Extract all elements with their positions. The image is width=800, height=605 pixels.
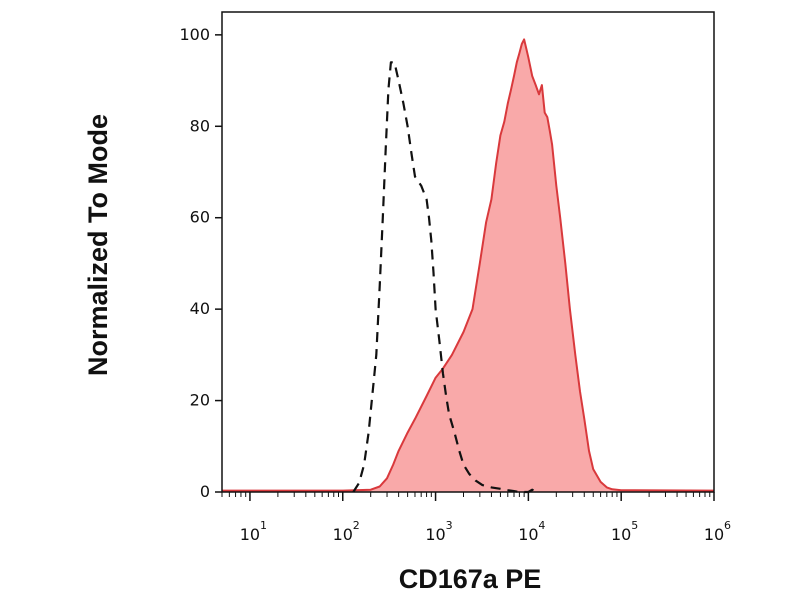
series-1-line: [352, 61, 537, 494]
y-tick-label-5: 100: [179, 25, 210, 44]
y-tick-label-0: 0: [200, 482, 210, 501]
y-axis-label: Normalized To Mode: [83, 114, 113, 376]
series-0-area: [222, 39, 714, 493]
x-tick-label-2: 10: [425, 525, 445, 544]
x-tick-label-4: 10: [611, 525, 631, 544]
y-tick-label-2: 40: [190, 299, 210, 318]
x-tick-label-5: 10: [704, 525, 724, 544]
x-tick-exp-4: 5: [631, 519, 638, 532]
y-tick-label-4: 80: [190, 116, 210, 135]
x-tick-exp-1: 2: [353, 519, 360, 532]
x-tick-label-3: 10: [518, 525, 538, 544]
x-tick-label-0: 10: [240, 525, 260, 544]
x-tick-label-1: 10: [333, 525, 353, 544]
plot-frame: [221, 11, 715, 493]
y-tick-label-3: 60: [190, 208, 210, 227]
x-tick-exp-5: 6: [724, 519, 731, 532]
x-axis-label: CD167a PE: [399, 564, 542, 594]
x-tick-exp-2: 3: [446, 519, 453, 532]
x-tick-exp-0: 1: [260, 519, 267, 532]
x-tick-exp-3: 4: [538, 519, 545, 532]
series-0-outline: [222, 38, 715, 492]
plot-area: [222, 38, 715, 494]
y-tick-label-1: 20: [190, 391, 210, 410]
